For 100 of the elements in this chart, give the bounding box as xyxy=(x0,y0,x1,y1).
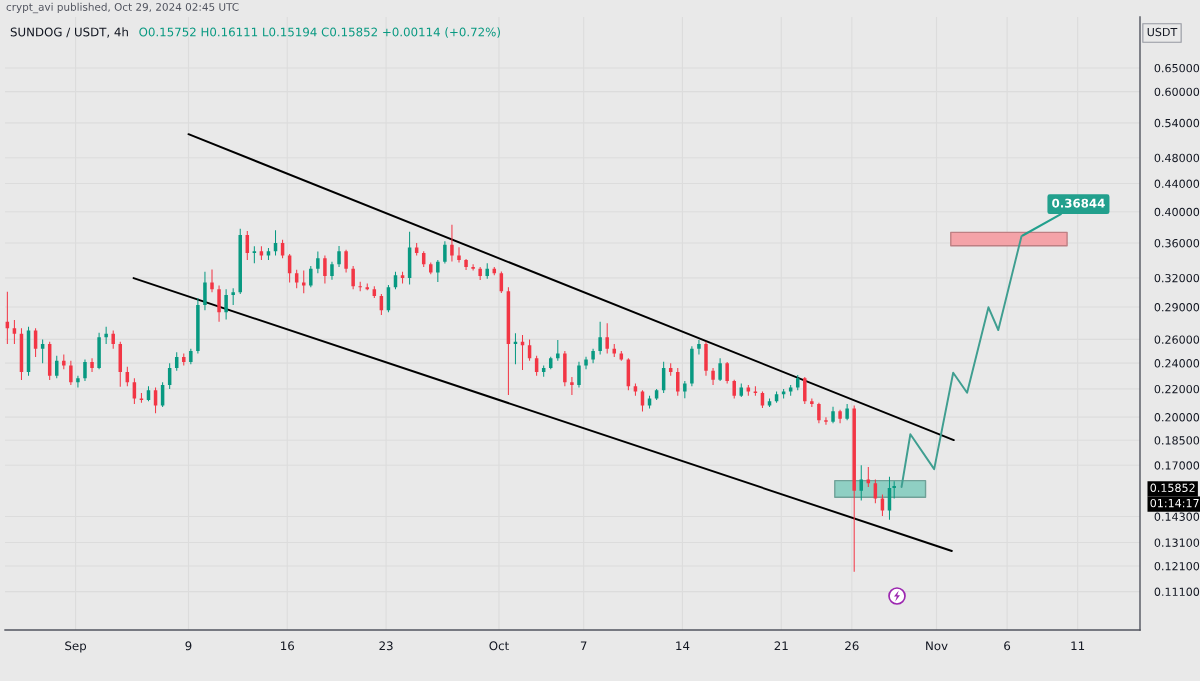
y-axis-title: USDT xyxy=(1147,27,1178,37)
candlestick xyxy=(690,346,694,387)
candlestick xyxy=(372,286,377,299)
candlestick xyxy=(485,263,489,279)
y-tick-label: 0.44000 xyxy=(1154,179,1200,188)
candlestick xyxy=(259,246,264,260)
candlestick xyxy=(711,368,715,386)
candlestick xyxy=(429,262,433,275)
candlestick xyxy=(577,361,581,388)
annotation: 0.36844 xyxy=(1052,198,1105,208)
candlestick xyxy=(400,271,405,284)
x-tick-label: 7 xyxy=(580,641,587,651)
candlestick xyxy=(90,358,94,372)
candlestick xyxy=(605,323,609,354)
candlestick xyxy=(633,383,638,396)
x-tick-label: 23 xyxy=(379,641,393,651)
candlestick xyxy=(892,481,896,499)
text: crypt_avi published, Oct 29, 2024 02:45 UTC xyxy=(6,2,239,14)
candlestick xyxy=(97,332,101,370)
y-tick-label: 0.32000 xyxy=(1154,273,1200,283)
candlestick xyxy=(76,375,80,388)
y-tick-label: 0.20000 xyxy=(1154,413,1200,422)
text: O0.15752 H0.16111 L0.15194 C0.15852 +0.00114 (+0.72%) xyxy=(139,27,500,38)
candlestick xyxy=(866,467,871,487)
candlestick xyxy=(556,340,560,361)
candlestick xyxy=(570,377,574,395)
candlestick xyxy=(111,330,115,349)
candlestick xyxy=(753,386,758,396)
x-tick-label: Nov xyxy=(926,641,948,651)
candlestick xyxy=(55,355,59,379)
candlestick xyxy=(224,289,228,320)
candlestick xyxy=(704,341,708,376)
x-tick-label: 11 xyxy=(1071,641,1085,651)
candlestick xyxy=(139,392,144,403)
candlestick xyxy=(40,339,45,364)
candlestick xyxy=(12,320,17,345)
candlestick xyxy=(294,269,299,289)
candlestick xyxy=(457,247,461,263)
y-tick-label: 0.14300 xyxy=(1154,512,1200,521)
y-tick-label: 0.29000 xyxy=(1154,303,1200,312)
candlestick xyxy=(323,255,327,284)
y-tick-label: 0.11100 xyxy=(1154,587,1200,596)
candlestick xyxy=(725,361,729,384)
candlestick xyxy=(767,398,772,407)
y-tick-label: 0.13100 xyxy=(1154,538,1200,547)
candlestick xyxy=(732,379,736,399)
candlestick xyxy=(330,261,334,280)
y-tick-label: 0.18500 xyxy=(1154,436,1200,445)
candlestick xyxy=(803,377,807,405)
candlestick xyxy=(309,266,313,288)
candlestick xyxy=(746,384,751,396)
candlestick xyxy=(697,340,701,355)
text: 01:14:17 xyxy=(1150,498,1199,508)
candlestick xyxy=(831,406,835,424)
text: SUNDOG / USDT, 4h xyxy=(10,27,128,38)
candlestick xyxy=(584,356,588,370)
y-tick-label: 0.65000 xyxy=(1154,63,1200,73)
candlestick xyxy=(104,326,108,345)
candlestick xyxy=(563,351,567,387)
candlestick xyxy=(146,386,151,402)
y-tick-label: 0.40000 xyxy=(1154,207,1200,217)
candlestick xyxy=(83,359,87,381)
candlestick xyxy=(351,266,355,290)
candlestick xyxy=(238,228,242,295)
candlestick xyxy=(464,259,468,271)
candlestick xyxy=(668,363,673,376)
candlestick xyxy=(795,375,800,391)
candlestick xyxy=(718,358,722,381)
candlestick xyxy=(852,405,856,572)
candlestick xyxy=(683,380,687,399)
candlestick xyxy=(591,348,595,364)
candlestick xyxy=(189,348,193,365)
candlestick xyxy=(824,417,828,425)
candlestick xyxy=(838,409,842,424)
candlestick xyxy=(810,398,814,407)
x-tick-label: 9 xyxy=(185,641,192,651)
candlestick xyxy=(62,354,66,370)
x-tick-label: Sep xyxy=(65,641,87,653)
candlestick xyxy=(182,353,186,366)
candlestick xyxy=(5,291,10,345)
candlestick xyxy=(217,285,221,322)
candlestick xyxy=(196,298,200,354)
candlestick xyxy=(817,402,821,424)
candlestick xyxy=(676,368,680,396)
candlestick xyxy=(436,259,440,283)
y-tick-label: 0.17000 xyxy=(1154,461,1200,470)
candlestick xyxy=(358,281,362,292)
candlestick xyxy=(450,224,454,262)
x-tick-label: Oct xyxy=(489,641,509,651)
candlestick xyxy=(252,246,257,264)
candlestick xyxy=(788,384,793,396)
y-tick-label: 0.54000 xyxy=(1154,118,1200,128)
candlestick xyxy=(316,251,320,274)
candlestick xyxy=(69,360,73,386)
y-tick-label: 0.26000 xyxy=(1154,335,1200,344)
candlestick xyxy=(859,465,863,501)
x-tick-label: 26 xyxy=(845,641,859,651)
y-tick-label: 0.12100 xyxy=(1154,562,1200,571)
x-tick-label: 16 xyxy=(281,641,295,651)
candlestick xyxy=(478,267,482,281)
